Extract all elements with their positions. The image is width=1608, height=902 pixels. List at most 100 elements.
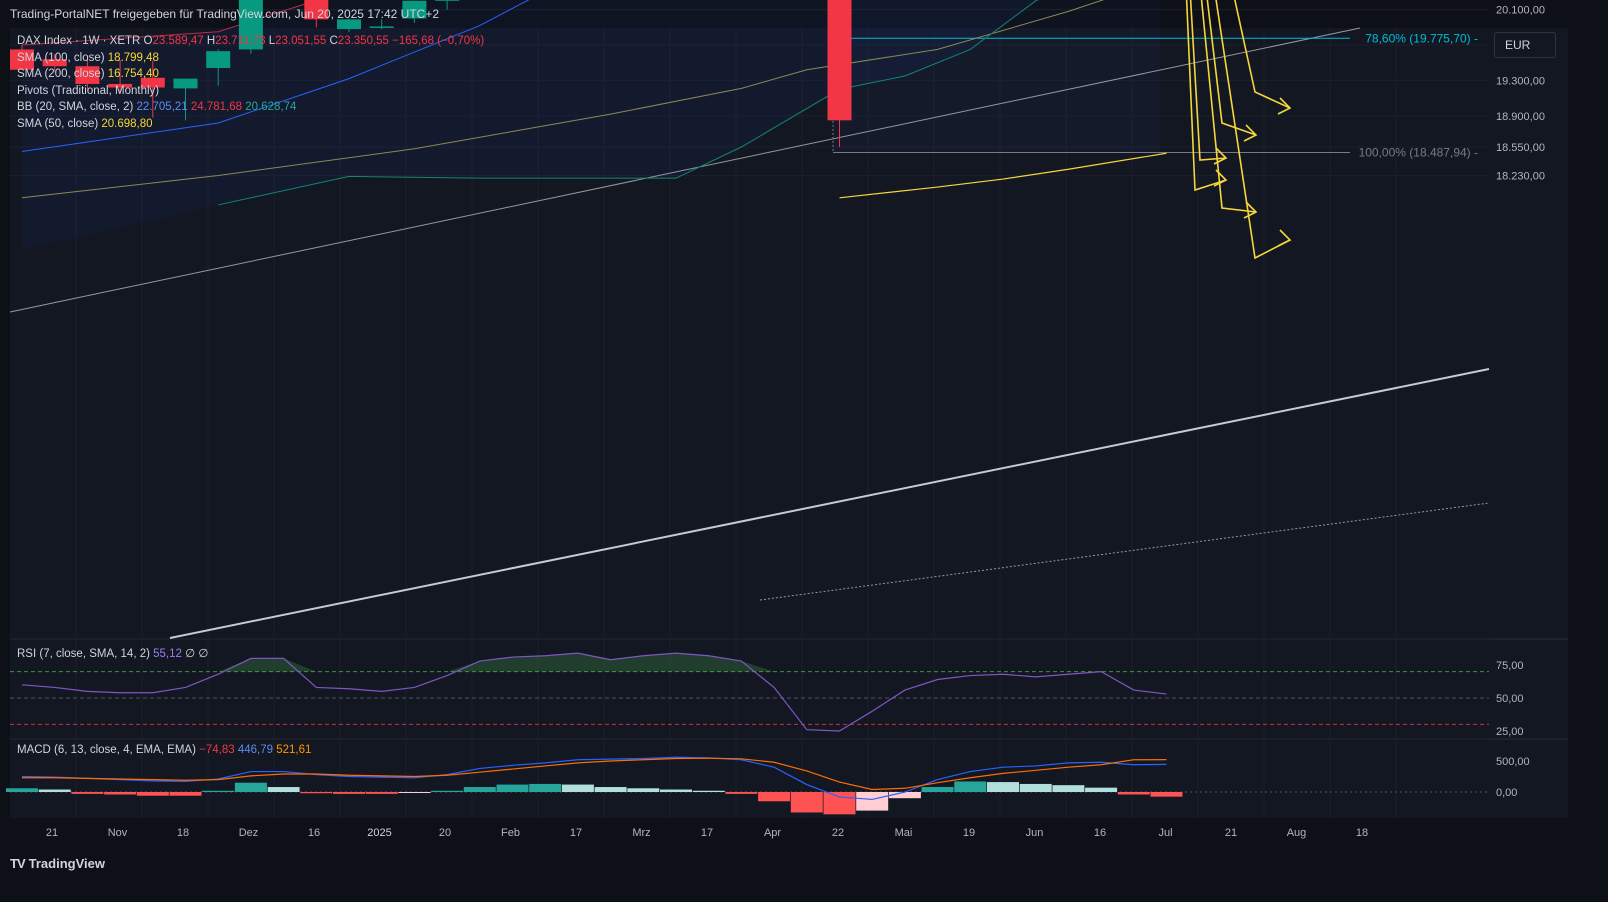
rsi-axis-label: 25,00	[1496, 726, 1524, 738]
candle-body	[75, 66, 100, 84]
tradingview-logo: TV TradingView	[10, 856, 105, 871]
scenario-arrow	[1206, 0, 1257, 136]
macd-histogram-bar	[725, 792, 758, 794]
time-label: 2025	[367, 827, 391, 839]
candle-body	[173, 78, 198, 89]
macd-histogram-bar	[987, 782, 1019, 792]
macd-histogram-bar	[1052, 785, 1085, 792]
macd-histogram-bar	[431, 790, 464, 792]
macd-histogram-bar	[234, 782, 267, 792]
candle-body	[337, 19, 361, 30]
macd-histogram-bar	[561, 784, 594, 792]
sma50-legend-row[interactable]: SMA (50, close) 20.698,80	[17, 117, 153, 130]
macd-axis-label: 0,00	[1496, 787, 1517, 799]
symbol-name: DAX Index · 1W · XETR	[17, 35, 141, 47]
close-value: 23.350,55	[337, 35, 389, 47]
macd-histogram-bar	[169, 792, 202, 796]
macd-histogram-bar	[398, 792, 431, 793]
scenario-arrow	[1200, 0, 1257, 213]
macd-axis-label: 500,00	[1496, 756, 1530, 768]
candle-body	[206, 51, 231, 68]
macd-histogram-bar	[594, 787, 627, 792]
bollinger-basis-line	[21, 0, 530, 152]
tradingview-brand-text: TradingView	[28, 856, 105, 871]
time-label: 20	[439, 827, 451, 839]
time-label: 22	[832, 827, 844, 839]
candle-body	[827, 0, 852, 121]
macd-histogram-bar	[790, 792, 823, 813]
time-label: 16	[1094, 827, 1106, 839]
share-caption: Trading-PortalNET freigegeben für Tradin…	[10, 7, 440, 21]
time-label: 17	[701, 827, 713, 839]
arrow-head	[1277, 97, 1292, 115]
macd-legend[interactable]: MACD (6, 13, close, 4, EMA, EMA) −74,83 …	[17, 744, 312, 756]
sma100-legend-row[interactable]: SMA (100, close) 18.799,48	[17, 51, 159, 64]
tradingview-logo-icon: TV	[10, 856, 26, 871]
time-label: Aug	[1287, 827, 1307, 839]
macd-histogram-bar	[463, 787, 496, 792]
time-label: Jun	[1026, 827, 1044, 839]
pivots-legend-row[interactable]: Pivots (Traditional, Monthly)	[17, 84, 160, 97]
price-axis-label: 18.900,00	[1496, 111, 1545, 123]
macd-histogram-bar	[1019, 783, 1052, 792]
time-label: 16	[308, 827, 320, 839]
price-axis-label: 18.550,00	[1496, 142, 1545, 154]
macd-histogram-bar	[1085, 787, 1118, 792]
candle-body	[42, 59, 67, 67]
candle-body	[10, 49, 34, 70]
sma50-line	[839, 152, 1167, 199]
time-label: 19	[963, 827, 975, 839]
time-label: Nov	[108, 827, 128, 839]
rsi-axis-label: 75,00	[1496, 660, 1524, 672]
macd-histogram-bar	[104, 792, 137, 795]
macd-histogram-bar	[496, 784, 529, 792]
candle-body	[238, 0, 263, 50]
bb-legend-row[interactable]: BB (20, SMA, close, 2) 22.705,21 24.781,…	[17, 101, 297, 113]
scenario-arrow	[1234, 0, 1291, 109]
macd-histogram-bar	[758, 792, 791, 802]
time-label: Feb	[501, 827, 520, 839]
time-label: Mai	[895, 827, 913, 839]
scenario-arrow	[1185, 0, 1227, 192]
macd-histogram-bar	[823, 792, 856, 815]
upper-trend-line	[9, 27, 1361, 313]
time-label: 17	[570, 827, 582, 839]
macd-histogram-bar	[1150, 792, 1183, 797]
candle-body	[402, 0, 427, 19]
candle-body	[369, 26, 394, 28]
price-axis-label: 18.230,00	[1496, 171, 1545, 183]
low-value: 23.051,55	[275, 35, 327, 47]
macd-histogram-bar	[202, 790, 235, 792]
rsi-overbought-fill	[22, 653, 1167, 672]
time-label: Mrz	[632, 827, 650, 839]
time-label: Jul	[1158, 827, 1172, 839]
macd-histogram-bar	[529, 783, 562, 792]
time-label: Dez	[239, 827, 259, 839]
macd-signal-line	[22, 757, 1167, 791]
sma200-legend-row[interactable]: SMA (200, close) 16.754,40	[17, 68, 159, 80]
price-axis-label: 20.100,00	[1496, 5, 1545, 17]
time-label: 18	[1356, 827, 1368, 839]
lower-trend-line	[169, 368, 1490, 639]
symbol-legend-row[interactable]: DAX Index · 1W · XETR O23.589,47 H23.711…	[17, 35, 485, 47]
macd-histogram-bar	[660, 789, 692, 792]
candle-body	[304, 0, 329, 20]
fibonacci-level-label: 78,60% (19.775,70) -	[1365, 31, 1478, 45]
macd-histogram-bar	[136, 792, 169, 796]
macd-histogram-bar	[954, 781, 987, 792]
macd-pane	[10, 740, 1489, 818]
candle-body	[435, 0, 460, 1]
candle-body	[108, 83, 133, 88]
rsi-legend[interactable]: RSI (7, close, SMA, 14, 2) 55,12 ∅ ∅	[17, 648, 209, 660]
arrow-head	[1277, 229, 1292, 247]
price-axis-label: 19.300,00	[1496, 75, 1545, 87]
time-label: 21	[46, 827, 58, 839]
currency-selector[interactable]: EUR	[1494, 32, 1556, 58]
rsi-pane	[10, 640, 1489, 738]
open-value: 23.589,47	[152, 35, 204, 47]
macd-histogram-bar	[38, 789, 71, 792]
high-value: 23.711,73	[215, 35, 266, 47]
macd-histogram-bar	[692, 790, 725, 792]
main-legend: DAX Index · 1W · XETR O23.589,47 H23.711…	[17, 33, 484, 132]
rsi-line	[21, 652, 1167, 732]
